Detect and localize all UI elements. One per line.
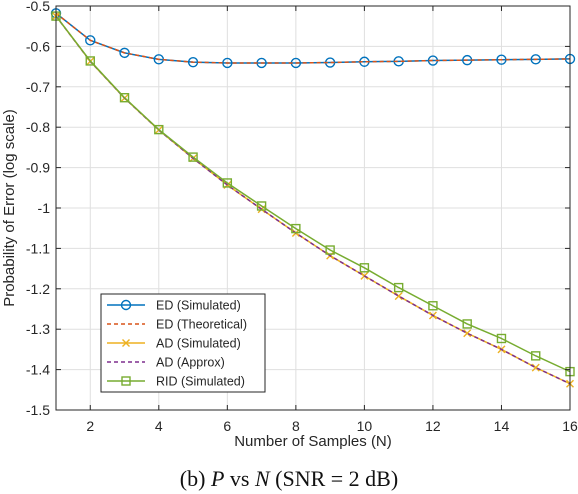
legend-label-ed-simulated: ED (Simulated) [156,299,241,313]
x-marker-stroke [463,329,472,338]
legend-entry-ed-theoretical: ED (Theoretical) [107,318,247,332]
legend-ad-simulated-x-marker [122,339,130,347]
series-line-ed-theoretical [55,12,571,64]
legend-entry-rid-simulated: RID (Simulated) [107,375,245,389]
legend-entries: ED (Simulated) ED (Theoretical) AD (Simula… [107,299,247,389]
caption-prefix: (b) [179,466,211,491]
series-line-ad-approx [55,15,571,385]
caption-suffix: (SNR = 2 dB) [269,466,399,491]
x-tick-label: 6 [223,418,231,434]
y-tick-label: -0.8 [26,119,50,135]
y-tick-label: -0.6 [26,38,50,54]
point-rid-simulated-square-marker [222,178,233,188]
x-marker-stroke [394,292,403,301]
point-rid-simulated-square-marker [188,152,198,162]
legend-label-rid-simulated: RID (Simulated) [156,375,245,389]
x-tick-label: 16 [562,418,578,434]
y-tick-label: -1.4 [26,362,50,378]
point-rid-simulated-square-marker [359,263,370,273]
point-ad-simulated-x-marker [531,363,540,372]
x-marker-stroke [531,363,540,372]
point-ad-simulated-x-marker [463,329,472,338]
x-tick-label: 12 [425,418,441,434]
x-tick-label: 8 [292,418,300,434]
y-tick-label: -0.9 [26,160,50,176]
tick-labels: 2 4 6 8 10 12 14 16 -0.5 -0.6 -0.7 -0.8 -0.9 -1 -1.1 -1… [26,0,578,434]
point-rid-simulated-square-marker [85,56,95,66]
caption-symbol-p: P [210,466,225,491]
legend-label-ad-simulated: AD (Simulated) [156,337,241,351]
point-ed-simulated-circle-marker [85,35,96,46]
point-rid-simulated-square-marker [154,124,164,135]
series-line-rid-simulated [55,15,571,373]
point-rid-simulated-square-marker [531,351,541,361]
point-ad-simulated-x-marker [394,292,403,301]
point-rid-simulated-square-marker [256,201,267,211]
legend-label-ed-theoretical: ED (Theoretical) [156,318,247,332]
x-marker-stroke [122,339,130,347]
y-tick-label: -0.7 [26,79,50,95]
point-ed-simulated-circle-marker [187,56,199,68]
y-axis-title: Probability of Error (log scale) [1,109,18,307]
y-tick-label: -1.3 [26,321,50,337]
x-tick-label: 10 [357,418,373,434]
point-rid-simulated-square-marker [496,333,507,344]
legend: ED (Simulated) ED (Theoretical) AD (Simula… [100,293,266,393]
x-tick-label: 4 [155,418,163,434]
legend-label-ad-approx: AD (Approx) [156,356,225,370]
caption-symbol-n: N [254,466,270,491]
legend-entry-ad-simulated: AD (Simulated) [107,337,241,351]
y-tick-label: -1.2 [26,281,50,297]
x-tick-label: 2 [86,418,94,434]
x-axis-title: Number of Samples (N) [234,433,392,450]
point-ed-simulated-circle-marker [119,47,130,59]
series-ad-approx [55,15,571,385]
y-tick-label: -0.5 [26,0,50,14]
series-ed-theoretical [55,12,571,64]
figure-caption: (b) P vs N (SNR = 2 dB) [0,466,578,492]
point-rid-simulated-square-marker [291,223,301,234]
y-tick-label: -1.5 [26,402,50,418]
point-rid-simulated-square-marker [119,93,130,103]
point-ed-simulated-circle-marker [530,54,541,65]
point-ed-simulated-circle-marker [222,57,233,69]
point-rid-simulated-square-marker [462,319,472,329]
legend-ed-simulated-circle-marker [120,299,132,311]
caption-vs: vs [224,466,255,491]
series-layer [50,8,576,388]
point-rid-simulated-square-marker [428,301,438,311]
legend-entry-ed-simulated: ED (Simulated) [107,299,241,313]
x-tick-label: 14 [494,418,510,434]
y-tick-label: -1 [38,200,51,216]
legend-entry-ad-approx: AD (Approx) [107,356,225,370]
ticks [56,5,571,411]
legend-rid-simulated-square-marker [121,376,131,386]
point-rid-simulated-square-marker [325,245,335,255]
point-rid-simulated-square-marker [393,282,404,293]
y-tick-label: -1.1 [26,240,50,256]
